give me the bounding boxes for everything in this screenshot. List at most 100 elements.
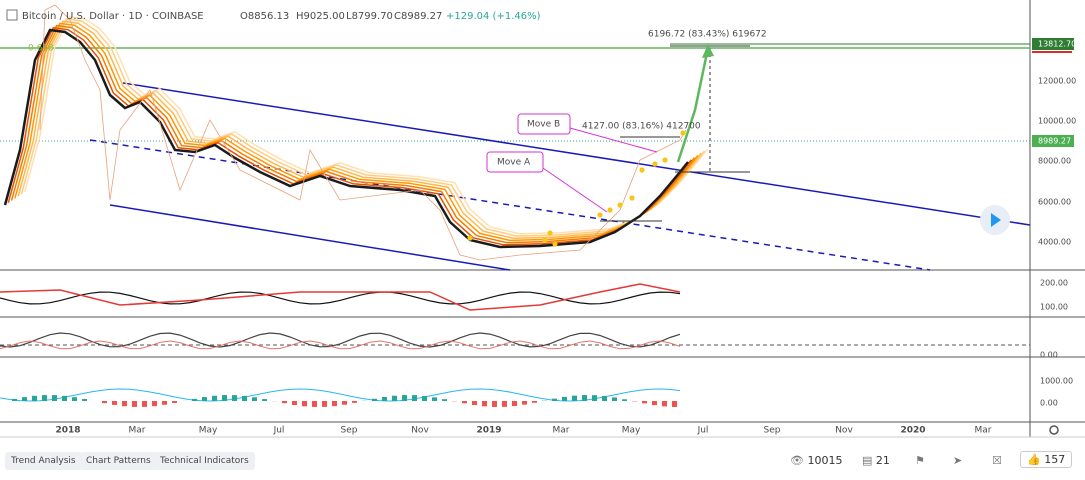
histogram-bar — [522, 401, 527, 405]
chart-area: Move A Move B 4127.00 (83.16%) 412700 61… — [0, 0, 1085, 438]
ema-line — [10, 24, 696, 244]
callout-text: Move A — [497, 158, 531, 168]
indicator-line — [0, 340, 681, 350]
histogram-bar — [562, 396, 567, 401]
like-button[interactable]: 👍 157 — [1020, 451, 1073, 468]
histogram-bar — [532, 401, 537, 403]
channel-upper — [122, 82, 1031, 226]
histogram-bar — [252, 397, 257, 401]
histogram-bar — [262, 399, 267, 401]
time-label: 2018 — [55, 426, 80, 436]
channel-mid — [89, 139, 931, 271]
histogram-bar — [12, 398, 17, 401]
histogram-bar — [402, 395, 407, 401]
tag[interactable]: Technical Indicators — [154, 452, 255, 470]
time-label: Mar — [553, 426, 570, 436]
time-label: 2019 — [476, 426, 501, 436]
indicator-label: 0.00 — [1040, 399, 1058, 408]
comments[interactable]: ▤ 21 — [862, 454, 890, 467]
indicator-label: 100.00 — [1040, 303, 1068, 312]
histogram-bar — [652, 401, 657, 406]
price-label: 4000.00 — [1038, 238, 1071, 247]
histogram-bar — [142, 401, 147, 407]
ohlc: L8799.70 — [346, 11, 393, 22]
time-label: Jul — [697, 426, 709, 436]
price-badge — [1032, 135, 1074, 147]
ema-main — [3, 28, 689, 249]
histogram-bar — [322, 401, 327, 407]
histogram-bar — [642, 401, 647, 404]
signal-dot — [547, 230, 553, 236]
histogram-bar — [572, 395, 577, 401]
histogram-bar — [422, 395, 427, 401]
histogram-bar — [612, 397, 617, 401]
histogram-bar — [172, 401, 177, 403]
share-icon[interactable]: ➤ — [953, 454, 963, 467]
settings-icon[interactable] — [1049, 425, 1059, 435]
price-label: 6000.00 — [1038, 198, 1071, 207]
histogram-bar — [62, 395, 67, 401]
histogram-bar — [52, 395, 57, 401]
histogram-bar — [72, 397, 77, 401]
histogram-bar — [42, 395, 47, 401]
flag-icon[interactable]: ⚑ — [915, 454, 925, 467]
fib-label: 0.618 — [28, 44, 54, 54]
price-label: 8989.27 — [1038, 137, 1071, 146]
histogram-bar — [662, 401, 667, 407]
histogram-bar — [232, 395, 237, 401]
ohlc: H9025.00 — [296, 11, 345, 22]
histogram-bar — [242, 395, 247, 401]
price-label: 10000.00 — [1038, 117, 1076, 126]
histogram-bar — [162, 401, 167, 405]
signal-dot — [552, 241, 558, 247]
time-label: Sep — [764, 426, 781, 436]
histogram-bar — [332, 401, 337, 407]
histogram-bar — [352, 401, 357, 403]
histogram-bar — [432, 397, 437, 401]
histogram-bar — [442, 399, 447, 401]
histogram-bar — [382, 396, 387, 401]
time-label: May — [622, 426, 641, 436]
histogram-bar — [622, 399, 627, 401]
time-label: Sep — [341, 426, 358, 436]
ohlc-change: +129.04 (+1.46%) — [446, 11, 541, 22]
indicator-line — [0, 332, 681, 348]
ema-line — [14, 22, 699, 242]
measure-label: 4127.00 (83.16%) 412700 — [582, 122, 701, 132]
histogram-bar — [502, 401, 507, 407]
play-icon — [991, 213, 1001, 227]
close-icon[interactable]: ☒ — [992, 454, 1002, 467]
ohlc: C8989.27 — [394, 11, 442, 22]
signal-dot — [617, 202, 623, 208]
histogram-bar — [602, 395, 607, 401]
histogram-bar — [112, 401, 117, 405]
projection-arrow — [676, 47, 710, 163]
time-label: Jul — [273, 426, 285, 436]
histogram-bar — [512, 401, 517, 407]
callout-text: Move B — [527, 120, 560, 130]
price-label: 13812.70 — [1038, 40, 1076, 49]
histogram-bar — [582, 395, 587, 401]
indicator-label: 200.00 — [1040, 279, 1068, 288]
channel-lower — [109, 204, 511, 271]
collapse-icon[interactable] — [6, 9, 18, 21]
histogram-bar — [312, 401, 317, 407]
time-label: 2020 — [900, 426, 925, 436]
histogram-bar — [482, 401, 487, 407]
callout-box — [517, 113, 571, 135]
price-badge — [1032, 38, 1074, 50]
views-count: 10015 — [807, 454, 843, 467]
signal-dot — [639, 167, 645, 173]
indicator-line — [0, 291, 681, 305]
price-label: 12000.00 — [1038, 77, 1076, 86]
tag[interactable]: Chart Patterns — [80, 452, 157, 470]
histogram-bar — [462, 401, 467, 404]
histogram-bar — [412, 395, 417, 401]
histogram-bar — [132, 401, 137, 407]
histogram-bar — [122, 401, 127, 407]
tag[interactable]: Trend Analysis — [5, 452, 82, 470]
ema-line — [24, 15, 709, 235]
histogram-bar — [202, 397, 207, 401]
signal-dot — [629, 195, 635, 201]
